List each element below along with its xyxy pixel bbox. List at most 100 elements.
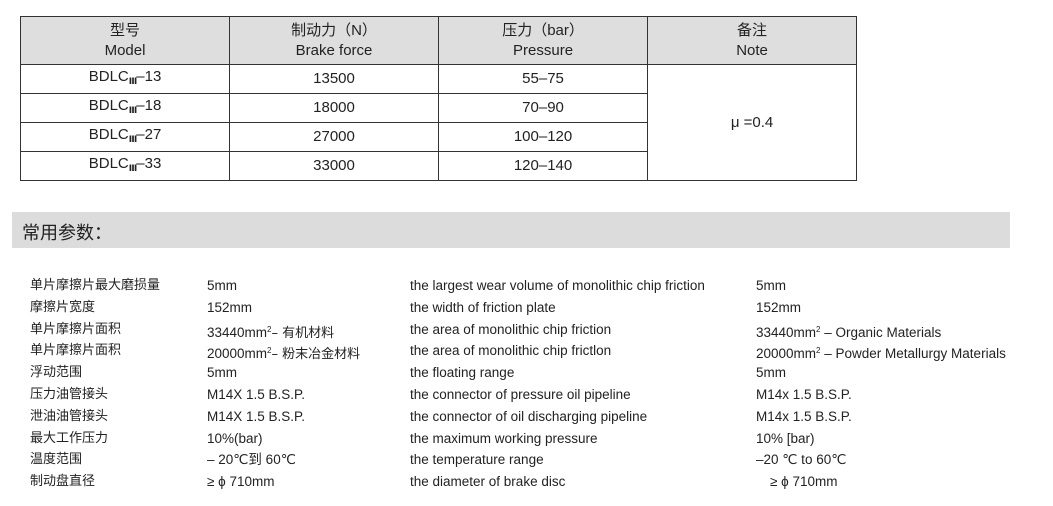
param-zh-value: – 20℃到 60℃ — [207, 452, 296, 468]
pressure-cell: 70–90 — [437, 93, 649, 123]
table-row: BDLCⅢ–27 27000 100–120 — [19, 122, 857, 152]
param-en-value: M14x 1.5 B.S.P. — [756, 386, 852, 402]
param-zh-value: 20000mm — [207, 346, 268, 362]
param-row: 单片摩擦片最大磨损量 5mm the largest wear volume of … — [0, 275, 1053, 297]
param-en-value-cell: ≥ ϕ 710mm — [770, 471, 838, 493]
model-prefix: BDLC — [88, 155, 129, 172]
param-en-value-tail: – Powder Metallurgy Materials — [820, 346, 1006, 362]
param-en-label: the width of friction plate — [410, 299, 556, 315]
section-title: 常用参数： — [22, 223, 112, 244]
model-cell: BDLCⅢ–13 — [19, 64, 231, 94]
param-en-value-tail: – Organic Materials — [820, 324, 942, 340]
model-sub: Ⅲ — [128, 134, 137, 144]
param-zh-value: 10%(bar) — [207, 430, 263, 446]
param-en-label: the floating range — [410, 365, 515, 381]
parameter-list: 单片摩擦片最大磨损量 5mm the largest wear volume of … — [0, 275, 1053, 493]
force-cell: 18000 — [229, 93, 439, 123]
superscript: 2 — [816, 324, 821, 334]
param-en-value-cell: M14x 1.5 B.S.P. — [756, 406, 852, 428]
param-en-value: –20 ℃ to 60℃ — [756, 452, 847, 468]
force-cell: 27000 — [229, 122, 439, 152]
param-row: 温度范围 – 20℃到 60℃ the temperature range –20 ℃… — [0, 449, 1053, 471]
param-zh-label: 泄油油管接头 — [30, 408, 109, 424]
param-zh-value-cell: 5mm — [207, 362, 237, 384]
param-zh-value: 5mm — [207, 365, 237, 381]
model-prefix: BDLC — [88, 126, 129, 143]
pressure-cell: 100–120 — [437, 122, 649, 152]
param-en-value-cell: 152mm — [756, 297, 801, 319]
model-sub: Ⅲ — [128, 163, 137, 173]
param-row: 泄油油管接头 M14X 1.5 B.S.P. the connector of oi… — [0, 406, 1053, 428]
param-zh-value: M14X 1.5 B.S.P. — [207, 386, 306, 402]
superscript: 2 — [267, 324, 272, 334]
param-en-value-cell: 33440mm2 – Organic Materials — [756, 319, 941, 344]
model-suffix: –27 — [136, 126, 162, 143]
param-zh-value-cell: 5mm — [207, 275, 237, 297]
param-zh-value-cell: 152mm — [207, 297, 252, 319]
param-zh-value: 152mm — [207, 299, 253, 315]
param-en-label: the diameter of brake disc — [410, 474, 566, 490]
param-zh-label: 单片摩擦片最大磨损量 — [30, 278, 161, 293]
param-en-label: the area of monolithic chip frictlon — [410, 343, 612, 359]
param-zh-value-cell: M14X 1.5 B.S.P. — [207, 406, 305, 428]
param-zh-label: 单片摩擦片面积 — [30, 343, 122, 359]
header-en: Pressure — [513, 41, 574, 59]
param-en-value-cell: 5mm — [756, 362, 786, 384]
superscript: 2 — [267, 346, 272, 356]
superscript: 2 — [816, 346, 821, 356]
header-en: Model — [104, 41, 146, 59]
param-en-value: 10% [bar) — [756, 430, 815, 446]
param-zh-value-cell: 20000mm2– 粉末冶金材料 — [207, 340, 360, 366]
param-zh-value-tail: – 粉末冶金材料 — [271, 347, 361, 363]
model-prefix: BDLC — [88, 97, 129, 114]
param-en-value-cell: M14x 1.5 B.S.P. — [756, 384, 852, 406]
param-zh-value: M14X 1.5 B.S.P. — [207, 408, 306, 424]
param-zh-value-tail: – 有机材料 — [271, 325, 335, 341]
param-en-value-cell: 10% [bar) — [756, 428, 815, 450]
param-zh-value-cell: – 20℃到 60℃ — [207, 449, 296, 471]
param-zh-value: 5mm — [207, 278, 237, 293]
model-suffix: –13 — [136, 68, 162, 85]
param-en-label: the temperature range — [410, 452, 544, 468]
param-en-label: the connector of oil discharging pipelin… — [410, 408, 648, 424]
param-en-label: the maximum working pressure — [410, 430, 598, 446]
param-en-value-cell: –20 ℃ to 60℃ — [756, 449, 846, 471]
header-en: Note — [736, 41, 768, 59]
param-en-value-cell: 5mm — [756, 275, 786, 297]
param-zh-value: 33440mm — [207, 324, 268, 340]
param-en-value: 152mm — [756, 299, 802, 315]
header-en: Brake force — [295, 41, 373, 59]
model-suffix: –18 — [136, 97, 162, 114]
model-cell: BDLCⅢ–33 — [19, 151, 231, 181]
header-zh: 制动力（N） — [291, 21, 377, 39]
param-row: 摩擦片宽度 152mm the width of friction plate 152… — [0, 297, 1053, 319]
param-zh-label: 最大工作压力 — [30, 430, 109, 446]
model-suffix: –33 — [136, 155, 162, 172]
param-zh-value-cell: ≥ ϕ 710mm — [207, 471, 275, 493]
param-en-value: ≥ ϕ 710mm — [770, 474, 838, 490]
section-header-band: 常用参数： — [12, 212, 1010, 248]
model-prefix: BDLC — [88, 68, 129, 85]
header-note: 备注 Note — [647, 16, 857, 65]
param-zh-value-cell: 33440mm2– 有机材料 — [207, 319, 334, 345]
param-en-label: the area of monolithic chip friction — [410, 321, 612, 337]
param-en-label: the largest wear volume of monolithic ch… — [410, 278, 705, 293]
param-zh-label: 制动盘直径 — [30, 474, 96, 490]
param-row: 制动盘直径 ≥ ϕ 710mm the diameter of brake disc… — [0, 471, 1053, 493]
force-cell: 33000 — [229, 151, 439, 181]
header-zh: 型号 — [110, 21, 141, 39]
param-row: 单片摩擦片面积 20000mm2– 粉末冶金材料 the area of monol… — [0, 340, 1053, 362]
force-cell: 13500 — [229, 64, 439, 94]
model-cell: BDLCⅢ–27 — [19, 122, 231, 152]
param-zh-label: 摩擦片宽度 — [30, 299, 96, 315]
note-cell: μ =0.4 — [647, 64, 857, 181]
header-model: 型号 Model — [19, 16, 231, 65]
param-zh-value-cell: 10%(bar) — [207, 428, 263, 450]
param-en-label: the connector of pressure oil pipeline — [410, 386, 631, 402]
table-row: BDLCⅢ–13 13500 55–75 μ =0.4 — [19, 64, 857, 181]
param-en-value: 33440mm — [756, 324, 817, 340]
param-row: 压力油管接头 M14X 1.5 B.S.P. the connector of pr… — [0, 384, 1053, 406]
param-row: 最大工作压力 10%(bar) the maximum working pressu… — [0, 428, 1053, 450]
header-zh: 备注 — [737, 21, 768, 39]
